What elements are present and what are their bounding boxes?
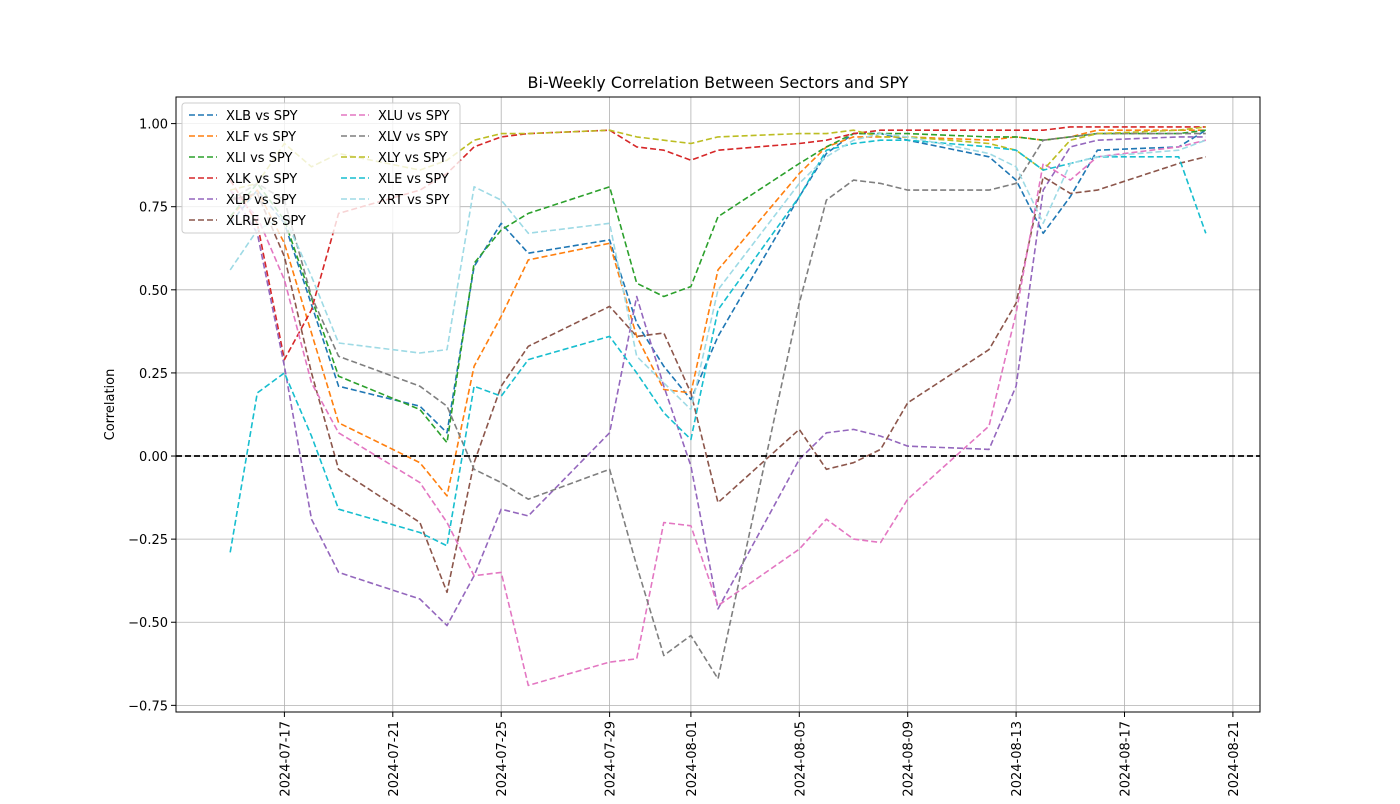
legend-entry-label: XLE vs SPY <box>378 172 449 187</box>
legend-entry-label: XRT vs SPY <box>378 193 449 208</box>
series-line-xlre <box>230 156 1206 594</box>
x-tick-label: 2024-08-09 <box>902 721 917 797</box>
y-tick-label: 0.75 <box>139 201 168 216</box>
series-line-xlf <box>229 129 1206 497</box>
y-tick-label: −0.75 <box>128 699 168 714</box>
axis-ticks: 2024-07-17 2024-07-21 2024-07-25 2024-07-29… <box>128 118 1242 797</box>
series-lines <box>229 126 1207 687</box>
x-tick-label: 2024-07-29 <box>604 721 619 797</box>
legend-entry-label: XLRE vs SPY <box>226 214 306 229</box>
y-tick-label: −0.25 <box>128 533 168 548</box>
y-tick-label: −0.50 <box>128 616 168 631</box>
legend-entry-label: XLP vs SPY <box>226 193 297 208</box>
legend-entry-label: XLV vs SPY <box>378 130 448 145</box>
x-tick-label: 2024-07-17 <box>278 721 293 797</box>
y-tick-label: 1.00 <box>139 118 168 133</box>
legend-entry-label: XLY vs SPY <box>378 151 447 166</box>
x-tick-label: 2024-08-01 <box>685 721 700 797</box>
series-line-xrt <box>229 132 1207 411</box>
chart-title: Bi-Weekly Correlation Between Sectors an… <box>527 73 908 92</box>
y-tick-label: 0.25 <box>139 367 168 382</box>
y-tick-label: 0.50 <box>139 284 168 299</box>
series-line-xlu <box>229 139 1206 687</box>
legend: XLB vs SPY XLF vs SPY XLI vs SPY XLK vs SPY… <box>181 102 461 234</box>
series-line-xli <box>229 129 1206 444</box>
legend-entry-label: XLU vs SPY <box>378 109 450 124</box>
series-line-xle <box>229 139 1207 553</box>
legend-entry-label: XLK vs SPY <box>226 172 297 187</box>
x-tick-label: 2024-08-13 <box>1010 721 1025 797</box>
legend-entry-label: XLF vs SPY <box>226 130 296 145</box>
series-line-xly <box>230 126 1206 191</box>
x-tick-label: 2024-08-05 <box>793 721 808 797</box>
x-tick-label: 2024-07-21 <box>387 721 402 797</box>
legend-entry-label: XLB vs SPY <box>226 109 298 124</box>
y-axis-label: Correlation <box>103 369 118 441</box>
series-line-xlv <box>229 132 1206 680</box>
x-tick-label: 2024-08-17 <box>1119 721 1134 797</box>
y-tick-label: 0.00 <box>139 450 168 465</box>
plot-area-frame <box>175 96 1261 713</box>
legend-entry-label: XLI vs SPY <box>226 151 293 166</box>
x-tick-label: 2024-08-21 <box>1227 721 1242 797</box>
legend-box <box>181 102 461 234</box>
x-tick-label: 2024-07-25 <box>495 721 510 797</box>
